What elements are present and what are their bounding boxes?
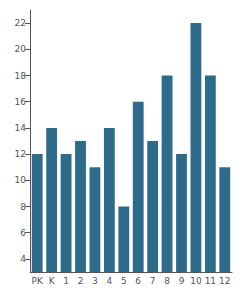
svg-text:K: K [49, 276, 56, 286]
svg-text:8: 8 [20, 202, 26, 212]
svg-text:22: 22 [15, 18, 26, 28]
svg-text:4: 4 [20, 254, 26, 264]
svg-text:3: 3 [92, 276, 98, 286]
svg-text:12: 12 [15, 149, 26, 159]
svg-text:7: 7 [150, 276, 156, 286]
svg-text:9: 9 [179, 276, 185, 286]
svg-text:4: 4 [106, 276, 112, 286]
svg-text:10: 10 [190, 276, 202, 286]
svg-text:6: 6 [135, 276, 141, 286]
svg-text:16: 16 [15, 97, 27, 107]
svg-text:12: 12 [219, 276, 230, 286]
svg-text:1: 1 [63, 276, 69, 286]
svg-text:14: 14 [15, 123, 27, 133]
svg-text:PK: PK [32, 276, 44, 286]
svg-text:18: 18 [15, 71, 27, 81]
svg-text:10: 10 [15, 175, 27, 185]
svg-text:2: 2 [78, 276, 84, 286]
svg-text:20: 20 [15, 44, 27, 54]
svg-text:8: 8 [164, 276, 170, 286]
svg-text:11: 11 [205, 276, 216, 286]
svg-text:5: 5 [121, 276, 127, 286]
svg-text:6: 6 [20, 228, 26, 238]
